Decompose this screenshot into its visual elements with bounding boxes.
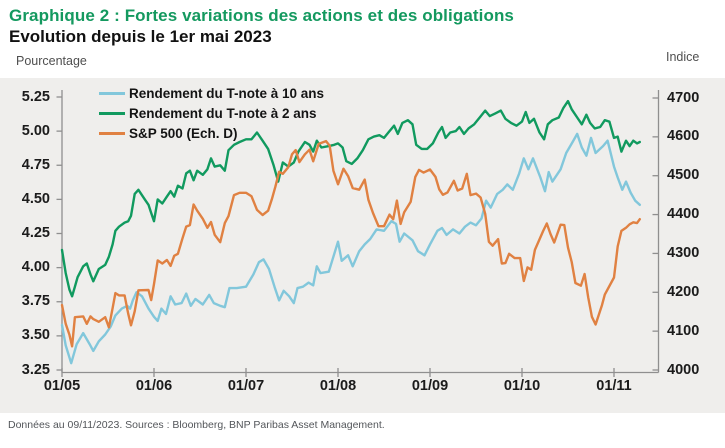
right-axis-tick-label: 4100: [667, 322, 700, 339]
legend-item: S&P 500 (Ech. D): [99, 123, 324, 143]
x-axis-tick-label: 01/09: [411, 378, 449, 394]
left-axis-tick-label: 3.25: [21, 361, 50, 378]
legend-swatch: [99, 131, 125, 135]
series-line-1: [60, 99, 641, 298]
x-axis-tick-label: 01/08: [319, 378, 357, 394]
page-title: Graphique 2 : Fortes variations des acti…: [9, 6, 514, 25]
right-axis-tick-label: 4500: [667, 167, 700, 184]
legend-swatch: [99, 111, 125, 115]
left-axis-tick-label: 5.25: [21, 88, 50, 105]
left-axis-tick-label: 3.50: [21, 327, 50, 344]
chart-legend: Rendement du T-note à 10 ans Rendement du…: [99, 83, 324, 143]
x-axis-tick-label: 01/06: [135, 378, 173, 394]
legend-label: Rendement du T-note à 10 ans: [129, 85, 325, 101]
right-axis-tick-label: 4200: [667, 283, 700, 300]
x-axis-tick-label: 01/10: [503, 378, 541, 394]
left-axis-caption: Pourcentage: [16, 54, 87, 68]
legend-item: Rendement du T-note à 10 ans: [99, 83, 324, 103]
legend-label: S&P 500 (Ech. D): [129, 125, 238, 141]
right-axis-caption: Indice: [666, 50, 700, 64]
legend-swatch: [99, 91, 125, 95]
right-axis-tick-label: 4600: [667, 128, 700, 145]
right-axis-tick-label: 4300: [667, 244, 700, 261]
left-axis-tick-label: 4.25: [21, 225, 50, 241]
left-axis-tick-label: 3.75: [21, 293, 50, 310]
left-axis-tick-label: 5.00: [21, 122, 50, 139]
left-axis-tick-label: 4.75: [21, 156, 50, 173]
left-axis-tick-label: 4.50: [21, 190, 50, 207]
legend-item: Rendement du T-note à 2 ans: [99, 103, 324, 123]
source-footnote: Données au 09/11/2023. Sources : Bloombe…: [8, 419, 385, 431]
legend-label: Rendement du T-note à 2 ans: [129, 105, 317, 121]
right-axis-tick-label: 4400: [667, 206, 700, 223]
x-axis-tick-label: 01/07: [227, 378, 265, 394]
series-line-0: [60, 132, 641, 365]
page-subtitle: Evolution depuis le 1er mai 2023: [9, 27, 272, 46]
x-axis-tick-label: 01/11: [596, 378, 632, 394]
right-axis-tick-label: 4700: [667, 89, 700, 106]
right-axis-tick-label: 4000: [667, 361, 700, 378]
x-axis-tick-label: 01/05: [43, 378, 81, 394]
left-axis-tick-label: 4.00: [21, 259, 50, 276]
series-line-2: [60, 139, 641, 348]
